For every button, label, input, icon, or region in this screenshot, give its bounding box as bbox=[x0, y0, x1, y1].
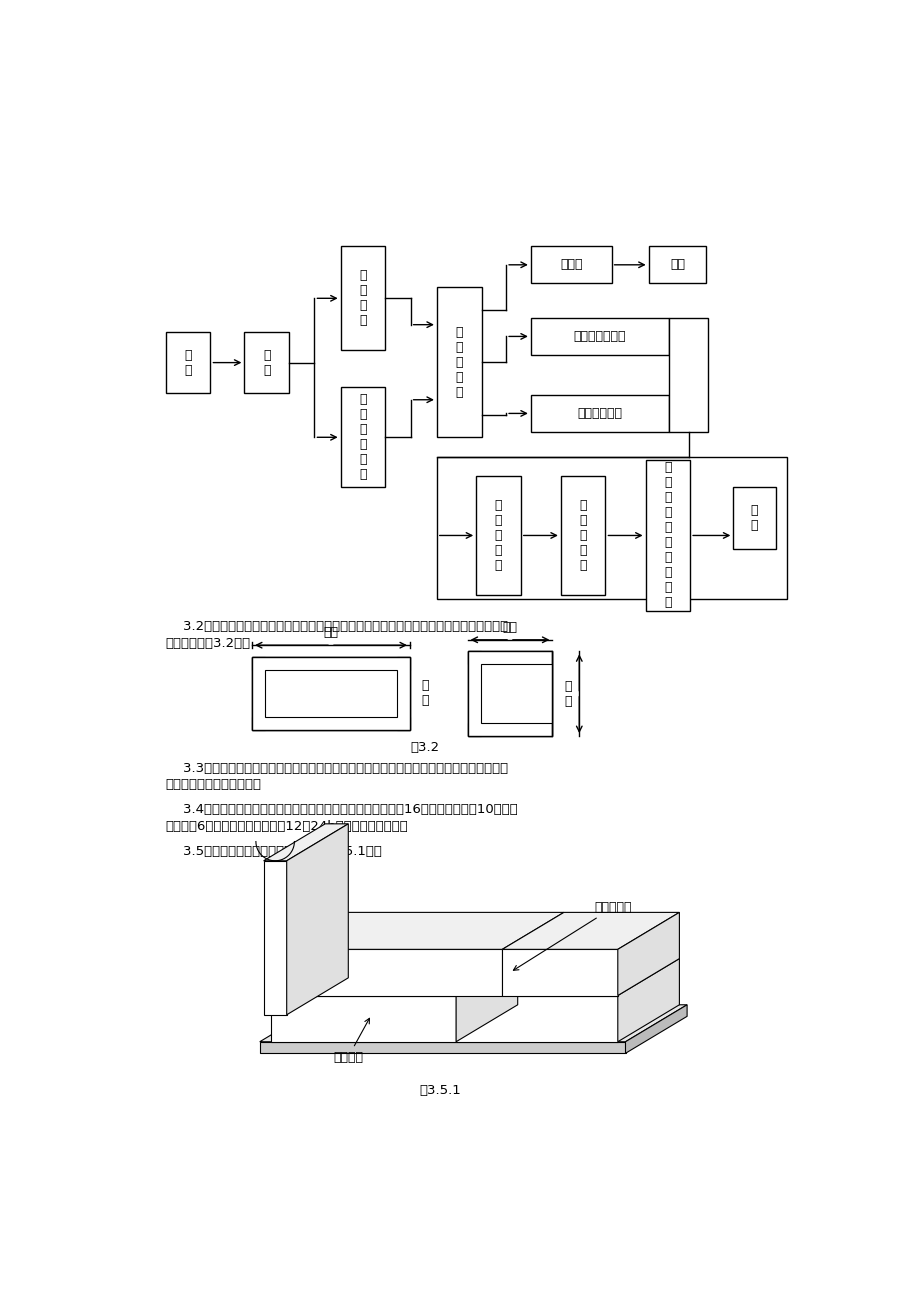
Bar bbox=[467, 651, 551, 736]
Polygon shape bbox=[625, 1005, 686, 1053]
Polygon shape bbox=[502, 949, 618, 996]
Text: 粘
保
温
钉: 粘 保 温 钉 bbox=[358, 270, 367, 327]
Text: 长
边: 长 边 bbox=[563, 680, 571, 708]
Bar bbox=[648, 246, 706, 284]
Text: 图3.2: 图3.2 bbox=[410, 741, 439, 754]
Text: 短
边: 短 边 bbox=[421, 680, 428, 707]
Polygon shape bbox=[456, 958, 678, 996]
Bar bbox=[467, 723, 551, 736]
Polygon shape bbox=[264, 861, 287, 1014]
Polygon shape bbox=[456, 996, 618, 1042]
Bar bbox=[396, 656, 410, 730]
Text: 岩棉类外保温: 岩棉类外保温 bbox=[577, 408, 622, 421]
Text: 纵横缝错开: 纵横缝错开 bbox=[513, 901, 631, 970]
Polygon shape bbox=[456, 958, 517, 1042]
Text: 保
温
材
料
下
料: 保 温 材 料 下 料 bbox=[358, 393, 367, 482]
Polygon shape bbox=[259, 1005, 686, 1042]
Text: 聚苯板类外保温: 聚苯板类外保温 bbox=[573, 329, 626, 342]
Text: 内保温: 内保温 bbox=[560, 258, 582, 271]
Text: 短边: 短边 bbox=[502, 621, 517, 634]
Text: 室
外
保
温
层
外
加
铁
皮
壳: 室 外 保 温 层 外 加 铁 皮 壳 bbox=[664, 461, 671, 609]
Text: 面不少于6个。保温钉粘上后应录12～24h后再铺覆保温材料。: 面不少于6个。保温钉粘上后应录12～24h后再铺覆保温材料。 bbox=[165, 820, 408, 833]
Polygon shape bbox=[271, 913, 563, 949]
Polygon shape bbox=[618, 913, 678, 996]
Bar bbox=[340, 387, 385, 487]
Text: 检验: 检验 bbox=[669, 258, 685, 271]
Bar bbox=[467, 651, 551, 736]
Polygon shape bbox=[271, 949, 502, 996]
Text: 3.3粘接保温钉前要将风管壁上的尘土、油污擦净，将粘接剂分别涂抒在管壁和保温钉的粘: 3.3粘接保温钉前要将风管壁上的尘土、油污擦净，将粘接剂分别涂抒在管壁和保温钉的… bbox=[165, 762, 507, 775]
Text: 缠
玻
璃
丝
布: 缠 玻 璃 丝 布 bbox=[494, 499, 502, 572]
Text: 长边: 长边 bbox=[323, 626, 338, 639]
Text: 3.2保温材料下料要准确，切割面要平齐，在裁料时要使水平、垂直面搭接处以短面两头顶: 3.2保温材料下料要准确，切割面要平齐，在裁料时要使水平、垂直面搭接处以短面两头… bbox=[165, 620, 507, 633]
Bar bbox=[265, 669, 396, 717]
Bar bbox=[732, 487, 775, 549]
Text: 领
料: 领 料 bbox=[263, 349, 270, 376]
Polygon shape bbox=[618, 958, 678, 1042]
Bar bbox=[252, 717, 410, 730]
Text: 检
验: 检 验 bbox=[750, 504, 757, 533]
Polygon shape bbox=[271, 958, 517, 996]
Text: 接面上，稍后再将其粘上。: 接面上，稍后再将其粘上。 bbox=[165, 779, 262, 792]
Text: 铺
覆
保
温
材: 铺 覆 保 温 材 bbox=[455, 326, 462, 398]
Bar bbox=[437, 457, 787, 599]
Text: 3.5保温材料铺覆应使纵、横缝错开（图3.5.1）。: 3.5保温材料铺覆应使纵、横缝错开（图3.5.1）。 bbox=[165, 845, 381, 858]
Bar bbox=[530, 246, 611, 284]
Text: 刷
防
火
涂
料: 刷 防 火 涂 料 bbox=[579, 499, 586, 572]
Bar bbox=[165, 332, 210, 393]
Text: 保温材料: 保温材料 bbox=[333, 1018, 369, 1064]
Bar bbox=[530, 318, 669, 355]
Bar bbox=[252, 656, 265, 730]
Text: 隐
检: 隐 检 bbox=[184, 349, 192, 376]
Text: 图3.5.1: 图3.5.1 bbox=[419, 1083, 461, 1096]
Bar bbox=[645, 461, 689, 611]
Bar bbox=[244, 332, 289, 393]
Bar bbox=[476, 475, 520, 595]
Bar bbox=[530, 395, 669, 432]
Polygon shape bbox=[259, 1042, 625, 1053]
Bar bbox=[340, 246, 385, 350]
Bar bbox=[467, 651, 481, 736]
Polygon shape bbox=[502, 913, 678, 949]
Bar bbox=[252, 656, 410, 730]
Polygon shape bbox=[264, 824, 348, 861]
Bar bbox=[252, 656, 410, 730]
Text: 在大面上（图3.2）。: 在大面上（图3.2）。 bbox=[165, 637, 251, 650]
Polygon shape bbox=[287, 824, 348, 1014]
Bar bbox=[437, 288, 481, 437]
Bar bbox=[252, 656, 410, 669]
Text: 3.4矩形风管及设备保温钉密度应均布，底面不少于每平方米16个，侧面不少于10个，顶: 3.4矩形风管及设备保温钉密度应均布，底面不少于每平方米16个，侧面不少于10个… bbox=[165, 803, 517, 816]
Bar bbox=[561, 475, 605, 595]
Bar bbox=[669, 318, 707, 432]
Polygon shape bbox=[333, 958, 517, 1005]
Bar bbox=[467, 651, 551, 664]
Bar bbox=[481, 664, 551, 723]
Polygon shape bbox=[271, 996, 456, 1042]
